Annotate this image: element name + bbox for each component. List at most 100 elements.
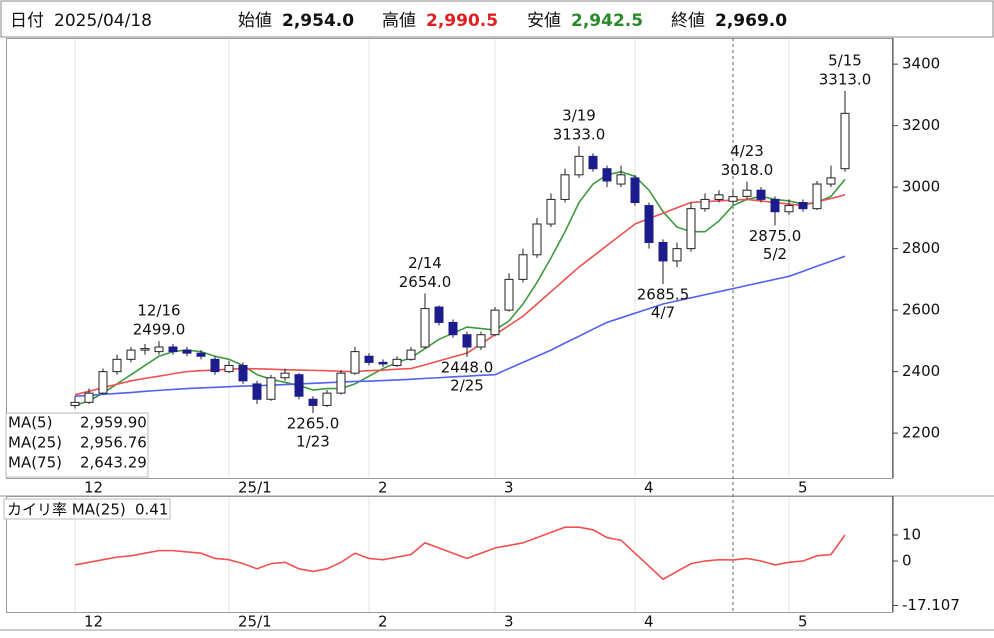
- candle-body: [448, 321, 458, 336]
- annotation-date: 5/2: [763, 245, 787, 263]
- candle-body: [756, 189, 766, 200]
- annotation-value: 2875.0: [749, 227, 802, 245]
- x-tick-label: 5: [798, 613, 808, 631]
- candle-body: [252, 383, 262, 400]
- x-tick-label: 5: [798, 479, 808, 497]
- legend-value: 0.41: [135, 501, 168, 519]
- annotation-date: 5/15: [828, 51, 862, 69]
- ma-line: [74, 194, 846, 396]
- y-tick-label: 3400: [902, 55, 940, 73]
- candle-body: [560, 174, 570, 200]
- high-label: 高値: [382, 11, 416, 31]
- annotation-date: 3/19: [562, 107, 596, 125]
- y-tick-label: 2800: [902, 239, 940, 257]
- open-label: 始値: [238, 11, 272, 31]
- candle-body: [182, 349, 192, 354]
- candle-body: [420, 308, 430, 348]
- candle-body: [84, 392, 94, 403]
- candle-body: [770, 198, 780, 213]
- low-label: 安値: [527, 11, 561, 31]
- candle-body: [168, 346, 178, 353]
- candle-body: [224, 364, 234, 373]
- candle-body: [574, 155, 584, 176]
- candle-body: [812, 183, 822, 210]
- candle-body: [490, 309, 500, 336]
- candle-body: [378, 361, 388, 365]
- low-value: 2,942.5: [571, 11, 643, 31]
- legend-name: カイリ率 MA(25): [7, 501, 126, 519]
- candle-body: [238, 364, 248, 382]
- candle-body: [686, 208, 696, 250]
- candle-body: [434, 306, 444, 323]
- candle-body: [742, 189, 752, 197]
- x-tick-label: 4: [644, 479, 654, 497]
- candle-body: [280, 372, 290, 379]
- annotation-date: 2/25: [450, 376, 484, 394]
- close-label: 終値: [671, 11, 705, 31]
- legend-value: 2,643.29: [80, 454, 147, 472]
- ma-line: [74, 170, 846, 407]
- candle-body: [840, 112, 850, 170]
- x-tick-label: 3: [504, 613, 514, 631]
- candle-body: [210, 358, 220, 373]
- y-tick-label: 10: [902, 526, 921, 544]
- legend-value: 2,959.90: [80, 414, 147, 432]
- candle-body: [644, 205, 654, 243]
- annotation-date: 4/23: [730, 142, 764, 160]
- y-tick-label: -17.107: [902, 596, 960, 614]
- legend-name: MA(5): [8, 414, 52, 432]
- open-value: 2,954.0: [282, 11, 354, 31]
- y-tick-label: 2400: [902, 362, 940, 380]
- x-tick-label: 4: [644, 613, 654, 631]
- candle-body: [322, 392, 332, 406]
- candle-body: [532, 223, 542, 256]
- candle-body: [616, 174, 626, 185]
- candle-body: [784, 205, 794, 213]
- x-tick-label: 3: [504, 479, 514, 497]
- annotation-value: 2654.0: [399, 273, 452, 291]
- candle-body: [406, 349, 416, 360]
- candle-body: [294, 374, 304, 397]
- candle-body: [98, 371, 108, 394]
- candle-body: [112, 358, 122, 373]
- annotation-value: 3133.0: [553, 126, 606, 144]
- candle-body: [70, 401, 80, 406]
- y-tick-label: 3000: [902, 178, 940, 196]
- annotation-date: 2/14: [408, 254, 442, 272]
- annotation-date: 12/16: [137, 302, 180, 320]
- legend-box: [5, 412, 149, 478]
- ma-line: [74, 255, 846, 398]
- candle-body: [196, 352, 206, 357]
- candle-body: [504, 278, 514, 311]
- annotation-date: 4/7: [651, 303, 675, 321]
- high-value: 2,990.5: [426, 11, 498, 31]
- candle-body: [266, 377, 276, 400]
- legend-name: MA(25): [8, 434, 62, 452]
- candle-body: [154, 346, 164, 353]
- candle-body: [308, 398, 318, 406]
- candle-body: [364, 355, 374, 363]
- date-label: 日付: [10, 11, 44, 31]
- legend-name: MA(75): [8, 454, 62, 472]
- y-tick-label: 0: [902, 552, 912, 570]
- candle-body: [462, 334, 472, 348]
- candle-body: [126, 349, 136, 360]
- y-tick-label: 2200: [902, 424, 940, 442]
- candle-body: [518, 254, 528, 280]
- y-tick-label: 3200: [902, 116, 940, 134]
- candle-body: [336, 372, 346, 394]
- candle-body: [602, 168, 612, 182]
- candle-body: [140, 348, 150, 351]
- candle-body: [672, 248, 682, 262]
- deviation-line: [74, 526, 846, 581]
- sub-plot: 10 0 -17.107: [902, 526, 960, 614]
- candle-body: [826, 177, 836, 185]
- annotation-value: 3018.0: [721, 161, 774, 179]
- legend-value: 2,956.76: [80, 434, 147, 452]
- annotation-date: 1/23: [296, 433, 330, 451]
- candle-body: [630, 177, 640, 204]
- y-tick-label: 2600: [902, 301, 940, 319]
- candle-body: [588, 155, 598, 170]
